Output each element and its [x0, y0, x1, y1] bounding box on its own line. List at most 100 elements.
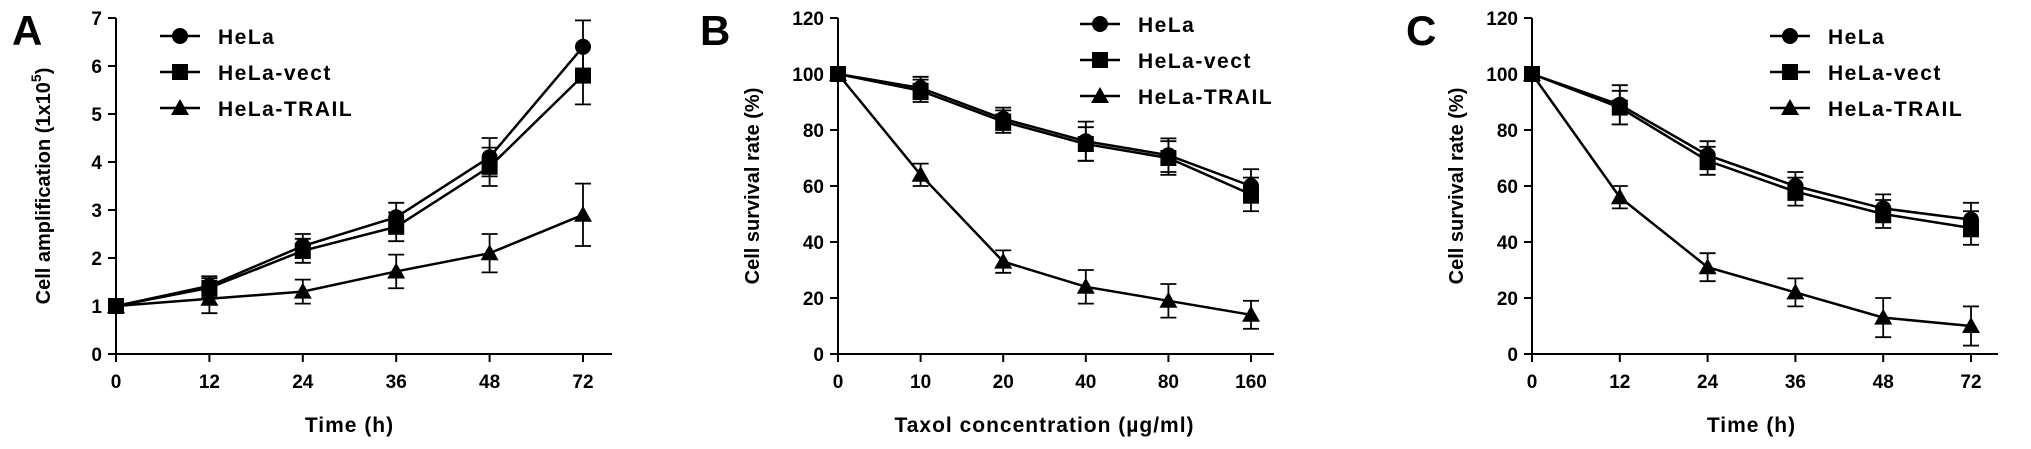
data-point: [1611, 99, 1628, 116]
series-hela: [1524, 66, 1979, 238]
series-hela-vect: [830, 66, 1259, 213]
data-point: [1523, 65, 1541, 81]
x-tick-label: 24: [1697, 372, 1719, 393]
data-point: [1077, 136, 1094, 152]
y-tick-label: 80: [803, 121, 824, 142]
panel-letter: A: [12, 7, 42, 54]
x-tick-label: 160: [1235, 372, 1267, 393]
data-point: [1787, 183, 1804, 200]
x-axis-label: Taxol concentration (µg/ml): [894, 414, 1194, 437]
y-axis-label-text: Cell survival rate (%): [742, 88, 764, 285]
y-axis-label-sup: 5: [28, 74, 44, 82]
series-line: [115, 45, 584, 308]
legend-label: HeLa-vect: [1828, 62, 1942, 85]
y-tick-label: 60: [803, 177, 824, 198]
series-line: [115, 74, 584, 308]
legend-marker: [1091, 87, 1109, 103]
x-axis-label: Time (h): [305, 414, 394, 437]
data-point: [912, 82, 929, 99]
data-point: [107, 297, 125, 313]
legend-label: HeLa-TRAIL: [1828, 98, 1963, 121]
x-tick-label: 48: [1873, 372, 1894, 393]
series-line: [837, 72, 1252, 188]
data-point: [1786, 283, 1805, 300]
legend-label: HeLa-vect: [218, 62, 332, 85]
y-axis-label-text: Cell survival rate (%): [1446, 88, 1468, 285]
x-tick-label: 36: [386, 372, 407, 393]
data-point: [1610, 188, 1629, 205]
legend-label: HeLa: [218, 26, 275, 49]
panel-letter: B: [700, 7, 730, 54]
series-line: [1531, 72, 1972, 230]
y-axis-label-tail: ): [33, 68, 55, 75]
data-point: [294, 242, 311, 259]
data-point: [1243, 186, 1259, 203]
data-point: [574, 205, 592, 222]
series-hela-trail: [1523, 65, 1980, 347]
y-axis-label: Cell survival rate (%): [1446, 88, 1468, 285]
data-point: [1875, 206, 1892, 222]
data-point: [480, 244, 499, 261]
series-line: [837, 72, 1252, 196]
x-tick-label: 20: [993, 372, 1014, 393]
data-point: [388, 218, 405, 235]
x-tick-label: 0: [111, 372, 122, 393]
panel-c: C 0 20 40 60 80 100 120 0 12 24 36 48 72 Time (h) Cell …: [1406, 7, 1998, 437]
x-tick-label: 12: [199, 372, 220, 393]
data-point: [1160, 150, 1177, 166]
data-point: [1963, 220, 1979, 236]
data-point: [1698, 258, 1717, 275]
legend-marker: [1781, 99, 1799, 115]
data-point: [387, 262, 406, 279]
y-tick-label: 2: [91, 249, 102, 270]
x-tick-label: 72: [1960, 372, 1981, 393]
series-line: [1531, 72, 1972, 221]
y-tick-label: 0: [1507, 345, 1518, 366]
legend-label: HeLa: [1138, 14, 1195, 37]
legend-label: HeLa-TRAIL: [218, 98, 353, 121]
x-tick-label: 12: [1609, 372, 1630, 393]
data-point: [994, 252, 1013, 269]
y-tick-label: 20: [1497, 289, 1518, 310]
data-point: [575, 67, 591, 84]
x-tick-label: 0: [833, 372, 844, 393]
data-point: [293, 282, 312, 299]
data-point: [1962, 317, 1980, 333]
series-hela-vect: [108, 45, 591, 314]
y-tick-label: 40: [803, 233, 824, 254]
y-tick-label: 100: [792, 65, 824, 86]
y-tick-label: 40: [1497, 233, 1518, 254]
series-line: [115, 213, 584, 308]
y-tick-label: 20: [803, 289, 824, 310]
legend-marker: [171, 99, 189, 115]
y-tick-label: 60: [1497, 177, 1518, 198]
data-point: [1242, 305, 1260, 322]
data-point: [995, 113, 1012, 130]
y-tick-label: 7: [91, 9, 102, 30]
y-tick-label: 5: [91, 105, 102, 126]
data-point: [829, 65, 847, 81]
series-hela-trail: [107, 182, 592, 315]
legend-label: HeLa-TRAIL: [1138, 86, 1273, 109]
y-tick-label: 4: [91, 153, 102, 174]
legend-marker: [1092, 52, 1108, 68]
legend-label: HeLa-vect: [1138, 50, 1252, 73]
y-tick-label: 6: [91, 57, 102, 78]
data-point: [911, 165, 930, 182]
y-tick-label: 120: [792, 9, 824, 30]
panel-letter: C: [1406, 7, 1436, 54]
x-tick-label: 36: [1785, 372, 1806, 393]
y-tick-label: 120: [1486, 9, 1518, 30]
x-tick-label: 48: [479, 372, 500, 393]
data-point: [1076, 277, 1095, 294]
legend-marker: [1092, 16, 1108, 32]
legend-marker: [172, 28, 188, 44]
x-tick-label: 0: [1527, 372, 1538, 393]
data-point: [1699, 152, 1716, 169]
x-tick-label: 80: [1158, 372, 1179, 393]
x-tick-label: 24: [292, 372, 314, 393]
legend: HeLa HeLa-vect HeLa-TRAIL: [1770, 26, 1963, 121]
legend: HeLa HeLa-vect HeLa-TRAIL: [160, 26, 353, 121]
